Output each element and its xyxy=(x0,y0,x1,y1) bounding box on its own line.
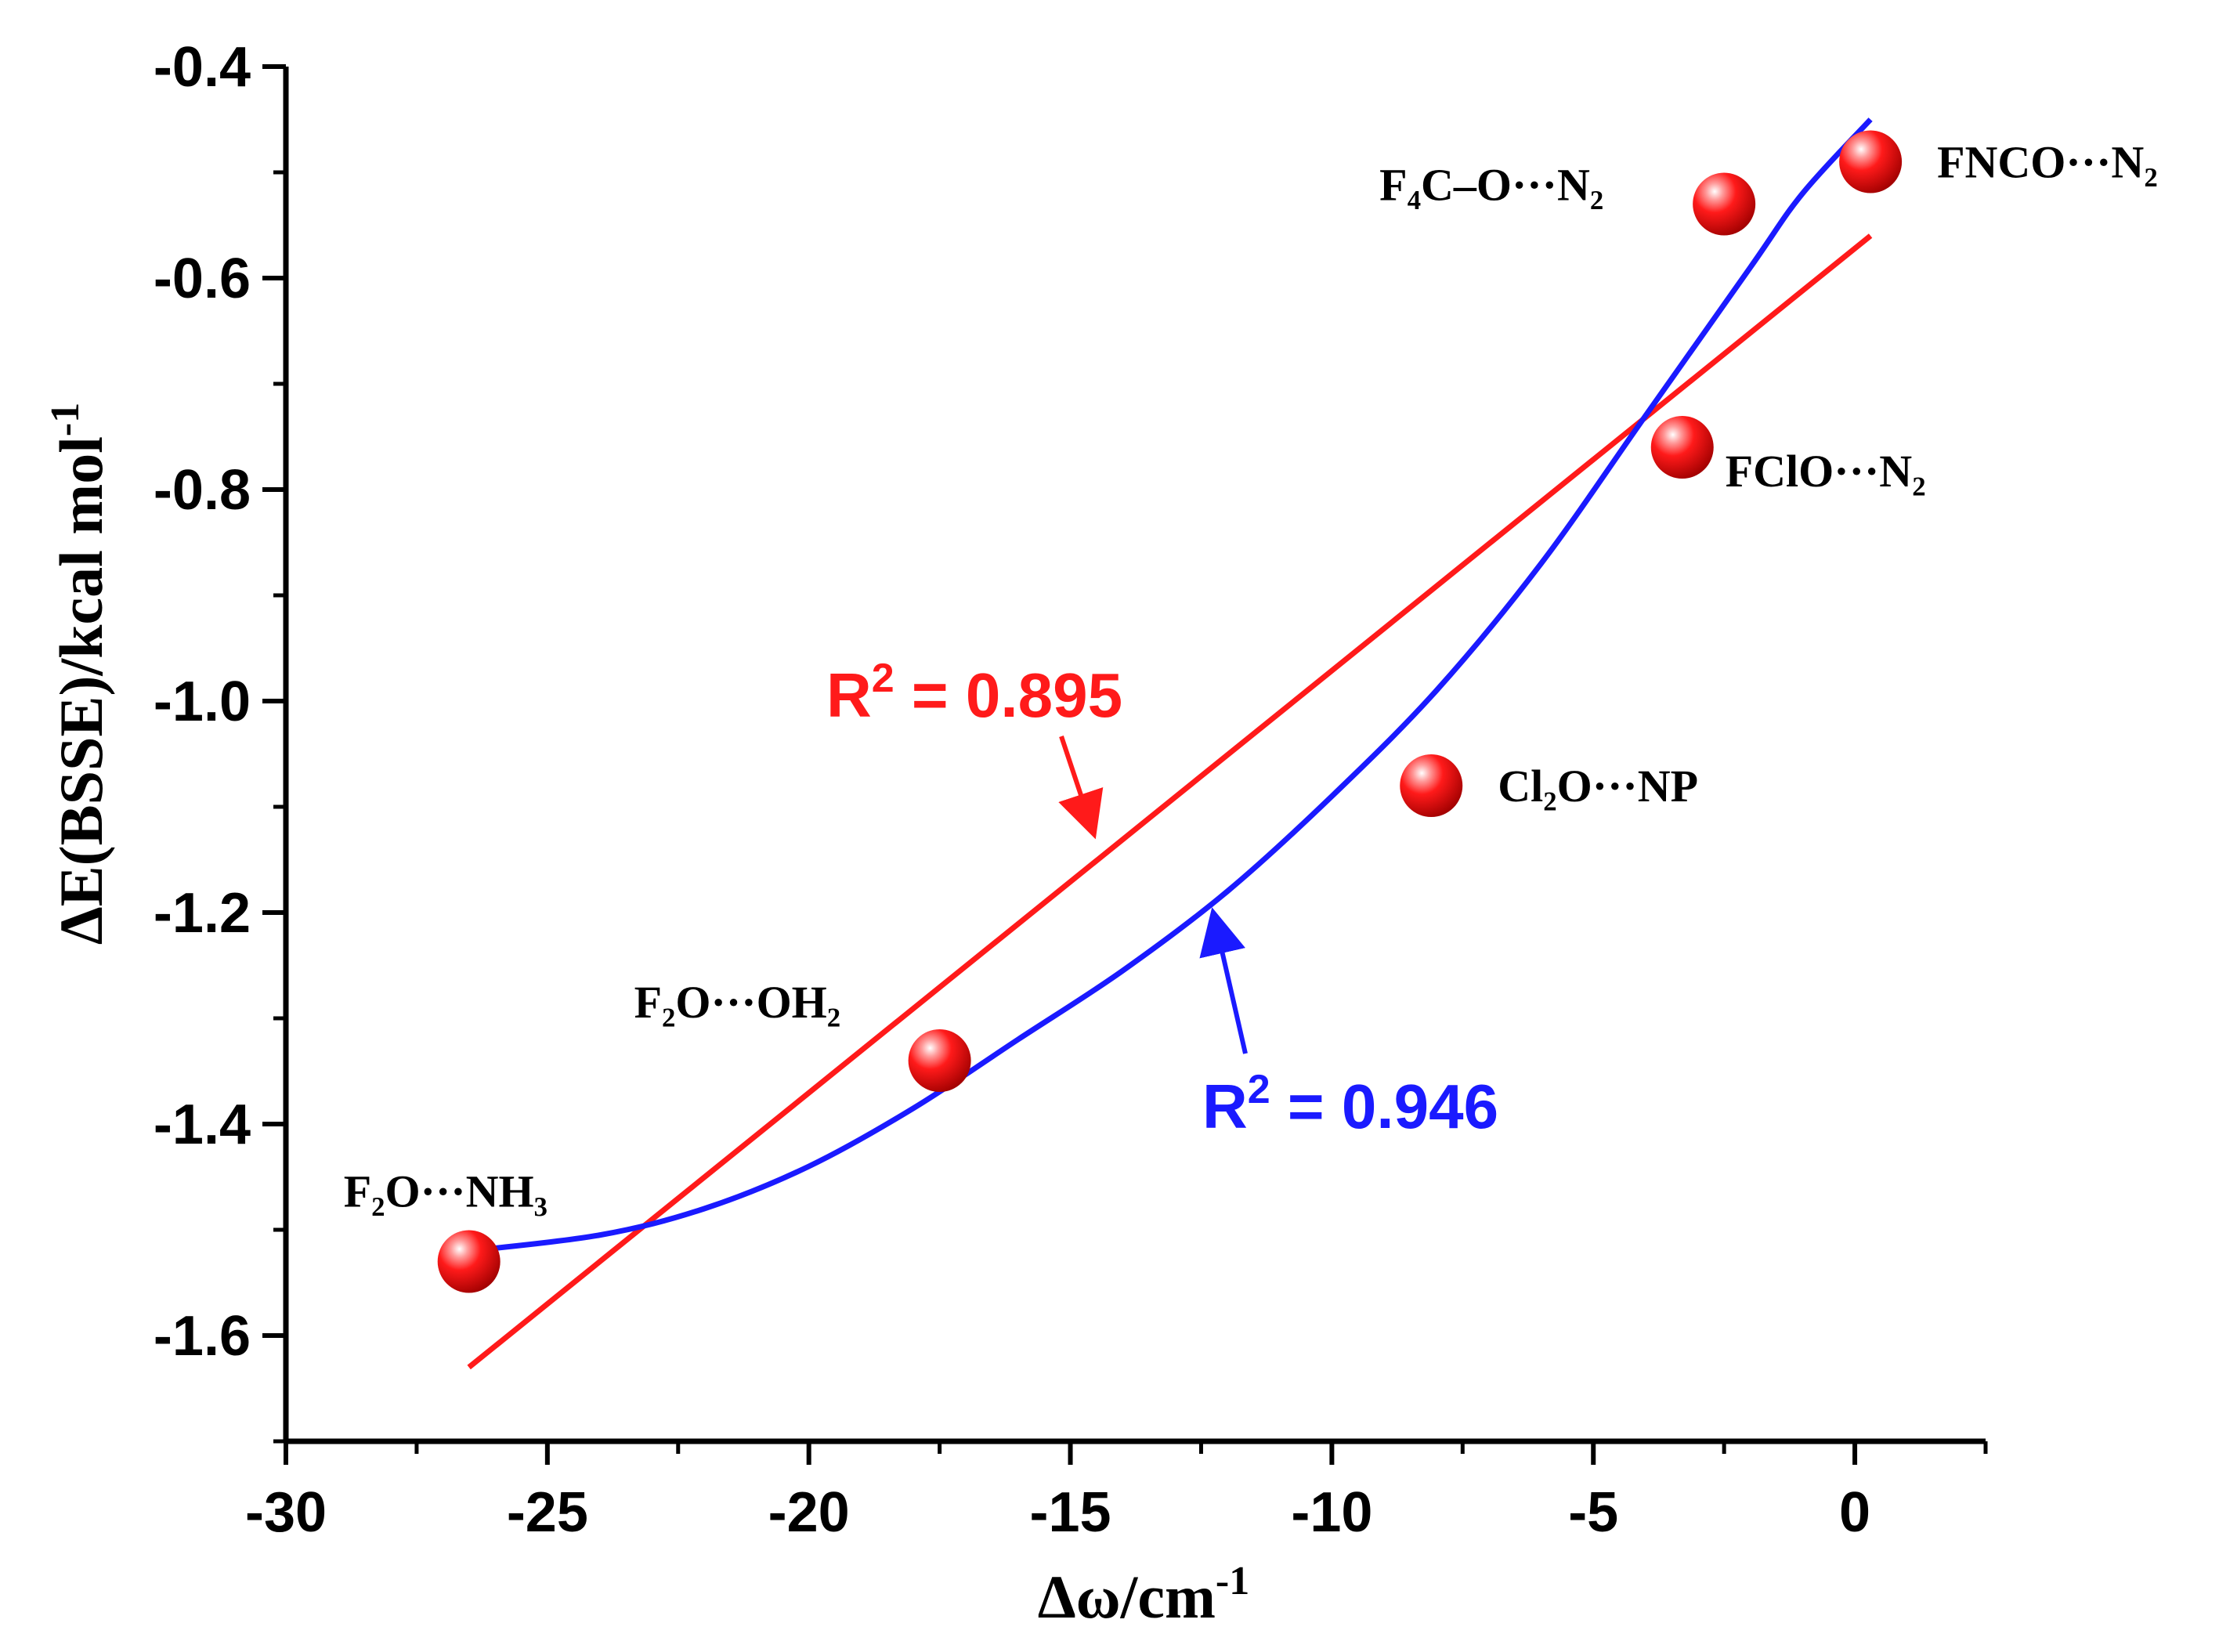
data-points: F₂O···NH₃ F₂O···OH₂ Cl₂O···NP FClO···N₂ F₄C–… xyxy=(344,130,2158,1293)
x-tick-label: -30 xyxy=(245,1481,327,1544)
data-point xyxy=(908,1029,971,1092)
point-label: F₄C–O···N₂ xyxy=(1379,160,1603,211)
y-tick-label: -1.0 xyxy=(154,671,251,733)
fit-curve-quadratic xyxy=(468,117,1873,1254)
y-axis-title: ΔE(BSSE)/kcal mol-1 xyxy=(43,403,115,945)
y-tick-label: -0.6 xyxy=(154,248,251,310)
point-label: FNCO···N₂ xyxy=(1937,137,2158,188)
point-label: F₂O···NH₃ xyxy=(344,1166,548,1217)
r2-arrow-quadratic xyxy=(1199,907,1248,1054)
data-point xyxy=(1693,172,1756,236)
x-tick-label: -25 xyxy=(507,1481,588,1544)
r2-label-quadratic: R2 = 0.946 xyxy=(1202,1067,1498,1141)
data-point xyxy=(437,1230,501,1293)
y-tick-label: -1.6 xyxy=(154,1305,251,1368)
y-tick-label: -1.4 xyxy=(154,1094,251,1156)
fit-lines xyxy=(467,117,1873,1370)
y-tick-label: -0.4 xyxy=(154,36,251,99)
point-label: FClO···N₂ xyxy=(1726,446,1926,497)
x-tick-label: -10 xyxy=(1291,1481,1372,1544)
x-tick-label: -5 xyxy=(1568,1481,1618,1544)
point-label: Cl₂O···NP xyxy=(1498,761,1698,812)
r2-label-linear: R2 = 0.895 xyxy=(826,656,1122,730)
data-point xyxy=(1400,754,1463,817)
x-tick-label: -15 xyxy=(1030,1481,1111,1544)
point-label: F₂O···OH₂ xyxy=(634,977,841,1028)
y-tick-label: -1.2 xyxy=(154,882,251,945)
x-axis-title: Δω/cm-1 xyxy=(1038,1559,1250,1631)
data-point xyxy=(1839,130,1903,193)
data-point xyxy=(1650,416,1714,479)
x-tick-label: -20 xyxy=(768,1481,850,1544)
x-tick-label: 0 xyxy=(1839,1481,1870,1544)
y-tick-label: -0.8 xyxy=(154,459,251,522)
annotations: R2 = 0.895 R2 = 0.946 xyxy=(826,656,1498,1141)
axes: -30 -25 -20 -15 -10 -5 0 -1.6 -1.4 -1.2 -1.0 -0.8 -0… xyxy=(154,36,1988,1544)
r2-arrow-linear xyxy=(1058,736,1104,840)
